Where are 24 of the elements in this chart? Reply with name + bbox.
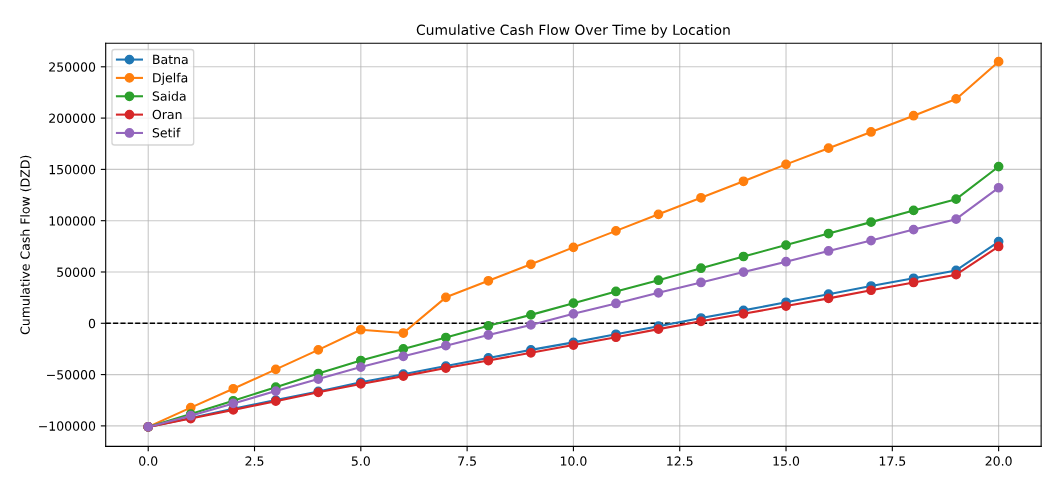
x-tick-label: 2.5 bbox=[245, 456, 264, 466]
y-tick-label: 200000 bbox=[49, 113, 96, 124]
legend-label: Djelfa bbox=[153, 72, 188, 85]
x-tick-label: 10.0 bbox=[560, 456, 587, 466]
x-tick-label: 17.5 bbox=[879, 456, 906, 466]
chart-title: Cumulative Cash Flow Over Time by Location bbox=[416, 24, 730, 38]
x-tick-label: 20.0 bbox=[985, 456, 1012, 466]
y-tick-label: −50000 bbox=[47, 370, 96, 380]
legend-label: Saida bbox=[152, 91, 186, 101]
y-tick-label: 100000 bbox=[49, 216, 96, 226]
x-tick-label: 7.5 bbox=[458, 456, 476, 466]
y-tick-label: 150000 bbox=[49, 164, 96, 175]
x-tick-label: 0.0 bbox=[139, 456, 158, 466]
x-tick-label: 12.5 bbox=[667, 456, 693, 466]
y-tick-label: 250000 bbox=[49, 62, 96, 72]
y-tick-label: 50000 bbox=[57, 267, 96, 277]
legend-label: Setif bbox=[152, 127, 181, 138]
x-tick-label: 15.0 bbox=[773, 456, 800, 466]
legend-label: Oran bbox=[152, 109, 182, 120]
y-tick-label: 0 bbox=[88, 318, 96, 329]
x-tick-label: 5.0 bbox=[351, 456, 370, 466]
y-tick-label: −100000 bbox=[39, 421, 96, 431]
y-axis-title: Cumulative Cash Flow (DZD) bbox=[20, 155, 32, 335]
legend-label: Batna bbox=[153, 54, 188, 65]
